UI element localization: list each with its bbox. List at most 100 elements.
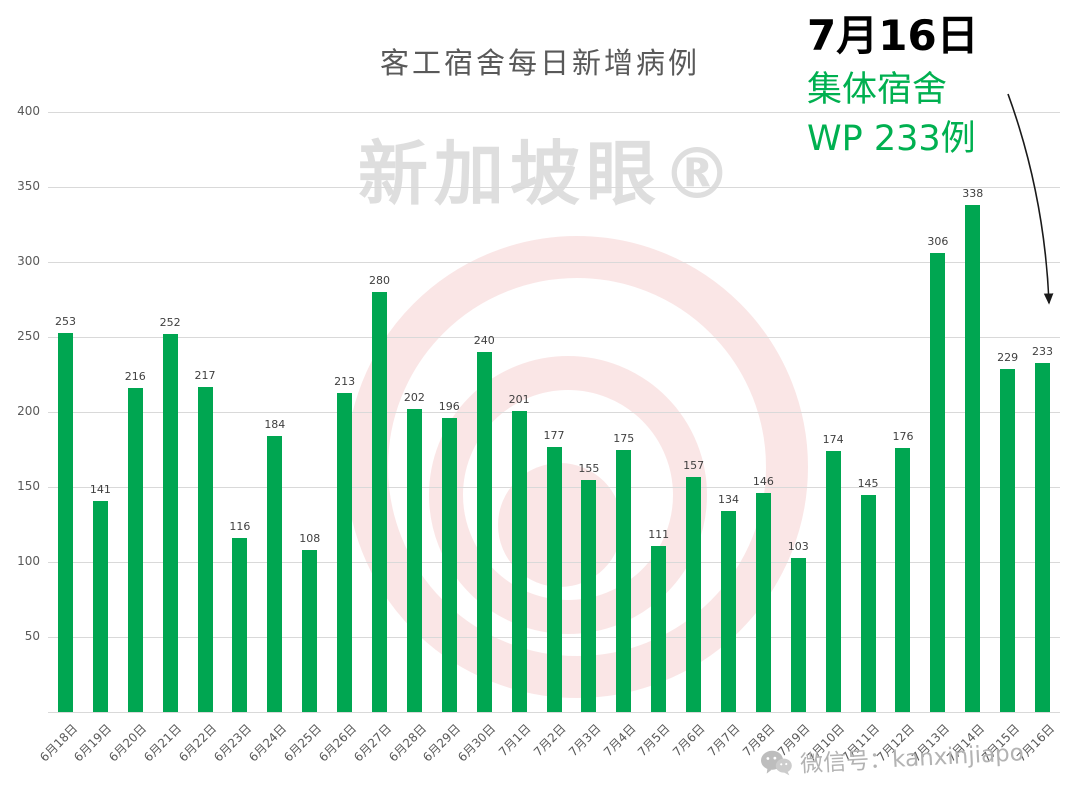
x-tick-label: 6月29日 [420,721,464,765]
x-tick-label: 7月6日 [670,721,708,760]
x-tick-label: 7月5日 [635,721,674,760]
bar [720,511,736,712]
bar-value-label: 229 [997,350,1019,364]
bar-value-label: 252 [159,316,181,329]
annotation-block: 7月16日 集体宿舍 WP 233例 [807,10,979,162]
x-tick-label: 7月3日 [565,721,604,760]
bar [441,418,457,712]
bar [337,392,353,712]
axis-baseline [48,711,1060,713]
bar-value-label: 111 [648,527,670,541]
bar-value-label: 141 [89,482,111,496]
bar [511,410,527,712]
x-tick-label: 7月1日 [495,721,534,760]
bar-value-label: 216 [124,370,146,383]
bar-value-label: 233 [1032,344,1054,358]
x-tick-label: 6月22日 [176,721,220,765]
y-tick-label: 200 [17,404,40,418]
gridline [48,337,1060,338]
bar-value-label: 201 [508,392,530,406]
watermark-brand-text: 新加坡眼® [358,133,738,215]
bar-value-label: 108 [299,532,321,545]
bar-value-label: 145 [857,476,879,490]
bar-value-label: 184 [264,418,286,431]
bar [127,388,143,712]
bar [895,448,911,712]
bar [197,386,213,712]
bar-value-label: 202 [403,391,425,404]
y-tick-label: 250 [17,329,40,343]
bar [92,500,108,712]
gridline [48,187,1060,188]
bar-value-label: 103 [787,539,809,553]
x-tick-label: 7月2日 [530,721,569,760]
bar [162,334,178,712]
bar [302,550,318,712]
bar-value-label: 280 [369,274,391,287]
bar [965,205,981,712]
bar [372,292,388,712]
x-tick-label: 6月23日 [211,721,255,765]
y-tick-label: 300 [17,254,40,268]
gridline [48,112,1060,113]
x-tick-label: 6月26日 [315,721,359,765]
x-tick-label: 6月27日 [350,721,394,765]
x-tick-label: 6月21日 [141,721,185,765]
plot-area: 50 100 150 200 250 300 350 400 253 6月18日 141 6月19日 2… [17,104,1060,764]
x-tick-label: 7月7日 [705,721,743,760]
y-tick-label: 400 [17,104,40,118]
bar-value-label: 177 [543,428,565,442]
x-tick-label: 6月30日 [455,721,499,765]
bar-value-label: 175 [613,431,635,445]
bar-value-label: 134 [717,493,739,506]
annotation-date: 7月16日 [807,11,979,60]
x-tick-label: 6月19日 [71,721,115,765]
bar-value-label: 240 [473,334,495,347]
y-tick-label: 350 [17,179,40,193]
bar [686,476,702,712]
bar-value-label: 157 [683,458,705,472]
bar-value-label: 155 [578,461,600,475]
bar-value-label: 338 [962,187,984,200]
bar [581,479,597,712]
watermark-wechat: 微信号：kanxinjiapo [759,733,1024,781]
x-tick-label: 6月25日 [280,721,325,765]
bar [232,538,248,712]
y-tick-label: 100 [17,554,40,568]
annotation-case-count: WP 233例 [807,119,976,160]
bar [755,493,771,712]
x-tick-label: 6月20日 [106,721,150,765]
bar-value-label: 306 [927,235,949,248]
x-tick-label: 7月4日 [600,721,639,760]
bar [790,557,806,712]
y-tick-label: 150 [17,479,40,493]
bar [860,494,876,712]
x-tick-label: 6月18日 [36,721,80,765]
bar-value-label: 213 [334,374,356,388]
chart-title: 客工宿舍每日新增病例 [379,46,700,80]
bar [825,451,841,712]
bar [930,253,946,712]
bar-value-label: 253 [54,314,76,328]
bar [616,449,632,712]
bar [1035,362,1051,712]
bar-value-label: 176 [892,430,914,443]
wechat-icon [761,750,792,776]
x-tick-label: 6月28日 [385,721,429,765]
y-tick-label: 50 [24,629,40,643]
gridline [48,262,1060,263]
gridline [48,412,1060,413]
bar [651,545,667,712]
bar-value-label: 116 [229,520,251,533]
bar [267,436,283,712]
x-tick-label: 6月24日 [246,721,290,765]
bar-value-label: 174 [822,433,844,446]
bar [476,352,492,712]
bar [406,409,422,712]
bar-value-label: 146 [752,475,774,488]
bar [57,332,73,712]
bar [1000,368,1016,712]
annotation-dorm-type: 集体宿舍 [807,69,948,110]
bar [546,446,562,712]
